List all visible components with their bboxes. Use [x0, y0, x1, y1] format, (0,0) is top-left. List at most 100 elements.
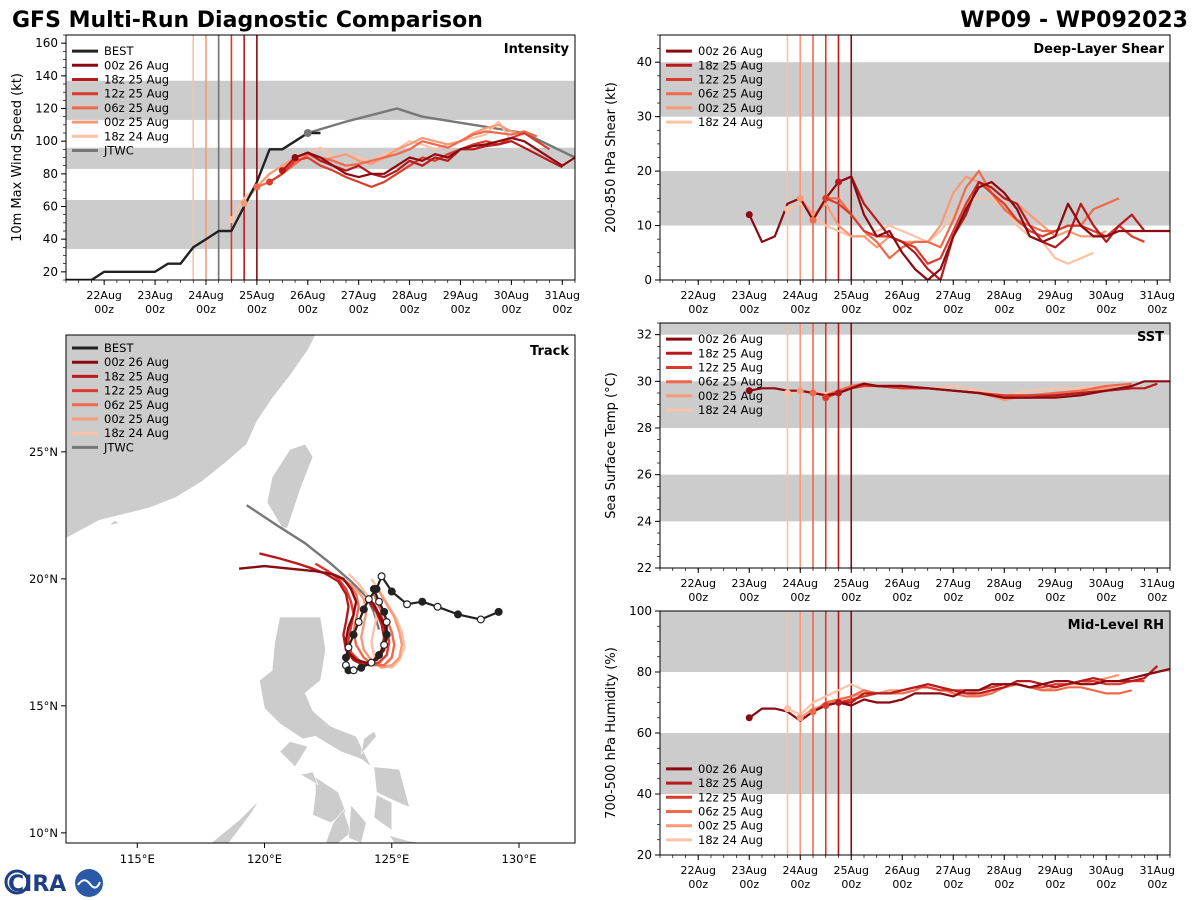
init-marker	[266, 178, 274, 186]
y-tick-label: 100	[35, 134, 58, 148]
x-tick-date: 23Aug	[137, 289, 172, 302]
init-marker	[784, 205, 791, 213]
x-tick-hour: 00z	[892, 878, 912, 891]
legend-label: 12z 25 Aug	[104, 87, 169, 101]
x-tick-date: 23Aug	[732, 864, 767, 877]
x-tick-date: 30Aug	[1089, 289, 1124, 302]
x-tick-hour: 00z	[943, 878, 963, 891]
x-tick-hour: 00z	[943, 591, 963, 604]
x-tick-hour: 00z	[1147, 878, 1167, 891]
x-tick-date: 24Aug	[783, 864, 818, 877]
panel-title: Intensity	[504, 42, 570, 57]
init-marker	[809, 216, 817, 224]
legend-label: 18z 25 Aug	[104, 369, 169, 383]
init-marker	[809, 708, 817, 716]
x-tick-hour: 00z	[552, 303, 572, 316]
lon-tick-label: 120°E	[247, 852, 282, 866]
x-tick-date: 27Aug	[936, 864, 971, 877]
init-marker	[835, 699, 842, 706]
x-tick-date: 28Aug	[987, 289, 1022, 302]
legend-label: 00z 26 Aug	[698, 762, 763, 776]
x-tick-hour: 00z	[1045, 303, 1065, 316]
plot-area	[745, 35, 1170, 280]
y-tick-label: 28	[637, 421, 652, 435]
x-tick-date: 29Aug	[443, 289, 478, 302]
x-tick-hour: 00z	[196, 303, 216, 316]
land-mass	[66, 335, 316, 539]
x-tick-hour: 00z	[892, 591, 912, 604]
legend-label: JTWC	[103, 440, 134, 454]
best-track-point	[433, 602, 442, 611]
run-series-0	[748, 175, 1170, 280]
x-tick-hour: 00z	[688, 303, 708, 316]
best-track-point	[375, 597, 384, 606]
best-track-point	[364, 595, 373, 604]
best-track-point	[387, 587, 396, 596]
legend-label: 06z 25 Aug	[698, 87, 763, 101]
x-tick-hour: 00z	[400, 303, 420, 316]
legend-label: 00z 26 Aug	[698, 332, 763, 346]
x-tick-hour: 00z	[841, 303, 861, 316]
init-marker	[745, 211, 753, 219]
y-tick-label: 20	[43, 265, 58, 279]
legend-label: BEST	[104, 341, 134, 355]
lon-tick-label: 125°E	[374, 852, 409, 866]
run-series-1	[838, 175, 1146, 280]
x-tick-date: 26Aug	[885, 289, 920, 302]
x-tick-date: 25Aug	[834, 577, 869, 590]
best-track-point	[453, 610, 462, 619]
best-track-point	[367, 658, 376, 667]
init-marker	[822, 394, 830, 402]
x-tick-date: 22Aug	[681, 864, 716, 877]
y-axis-label: 200-850 hPa Shear (kt)	[604, 82, 619, 233]
best-track-point	[380, 607, 389, 616]
x-tick-date: 24Aug	[783, 289, 818, 302]
x-tick-date: 26Aug	[885, 864, 920, 877]
x-tick-hour: 00z	[994, 591, 1014, 604]
legend-label: 00z 25 Aug	[698, 389, 763, 403]
y-tick-label: 20	[637, 848, 652, 862]
x-tick-hour: 00z	[1096, 591, 1116, 604]
x-tick-hour: 00z	[892, 303, 912, 316]
legend-label: 18z 25 Aug	[698, 776, 763, 790]
x-tick-date: 26Aug	[885, 577, 920, 590]
legend-label: 12z 25 Aug	[698, 361, 763, 375]
x-tick-date: 26Aug	[290, 289, 325, 302]
plot-area	[66, 35, 575, 280]
x-tick-date: 25Aug	[834, 289, 869, 302]
x-tick-date: 22Aug	[681, 289, 716, 302]
y-tick-label: 30	[637, 374, 652, 388]
y-tick-label: 24	[637, 514, 652, 528]
legend-label: 06z 25 Aug	[104, 101, 169, 115]
x-tick-date: 31Aug	[1140, 864, 1175, 877]
y-tick-label: 40	[637, 55, 652, 69]
x-tick-hour: 00z	[501, 303, 521, 316]
y-tick-label: 26	[637, 468, 652, 482]
logo-text: CIRA	[8, 872, 66, 897]
best-track-point	[382, 618, 391, 627]
x-tick-date: 28Aug	[392, 289, 427, 302]
x-tick-date: 27Aug	[936, 289, 971, 302]
x-tick-date: 24Aug	[188, 289, 223, 302]
best-track-point	[341, 653, 350, 662]
storm-id-title: WP09 - WP092023	[960, 8, 1188, 33]
threshold-band	[660, 323, 1170, 335]
x-tick-date: 24Aug	[783, 577, 818, 590]
x-tick-hour: 00z	[994, 303, 1014, 316]
lon-tick-label: 115°E	[120, 852, 155, 866]
x-tick-date: 30Aug	[494, 289, 529, 302]
x-tick-hour: 00z	[349, 303, 369, 316]
logo-globe-icon	[4, 869, 30, 895]
x-tick-hour: 00z	[451, 303, 471, 316]
x-tick-date: 25Aug	[239, 289, 274, 302]
panel-intensity: 2040608010012014016022Aug00z23Aug00z24Au…	[10, 34, 580, 316]
y-axis-label: 700-500 hPa Humidity (%)	[604, 647, 619, 819]
lat-tick-label: 25°N	[29, 445, 58, 459]
legend-label: 00z 25 Aug	[698, 819, 763, 833]
panel-track: 115°E 120°E 125°E 130°E 10°N 15°N 20°N 25°N Trac…	[29, 334, 576, 866]
figure-title: GFS Multi-Run Diagnostic Comparison	[12, 8, 483, 33]
init-marker	[227, 216, 235, 224]
x-tick-hour: 00z	[841, 591, 861, 604]
x-tick-hour: 00z	[1096, 878, 1116, 891]
